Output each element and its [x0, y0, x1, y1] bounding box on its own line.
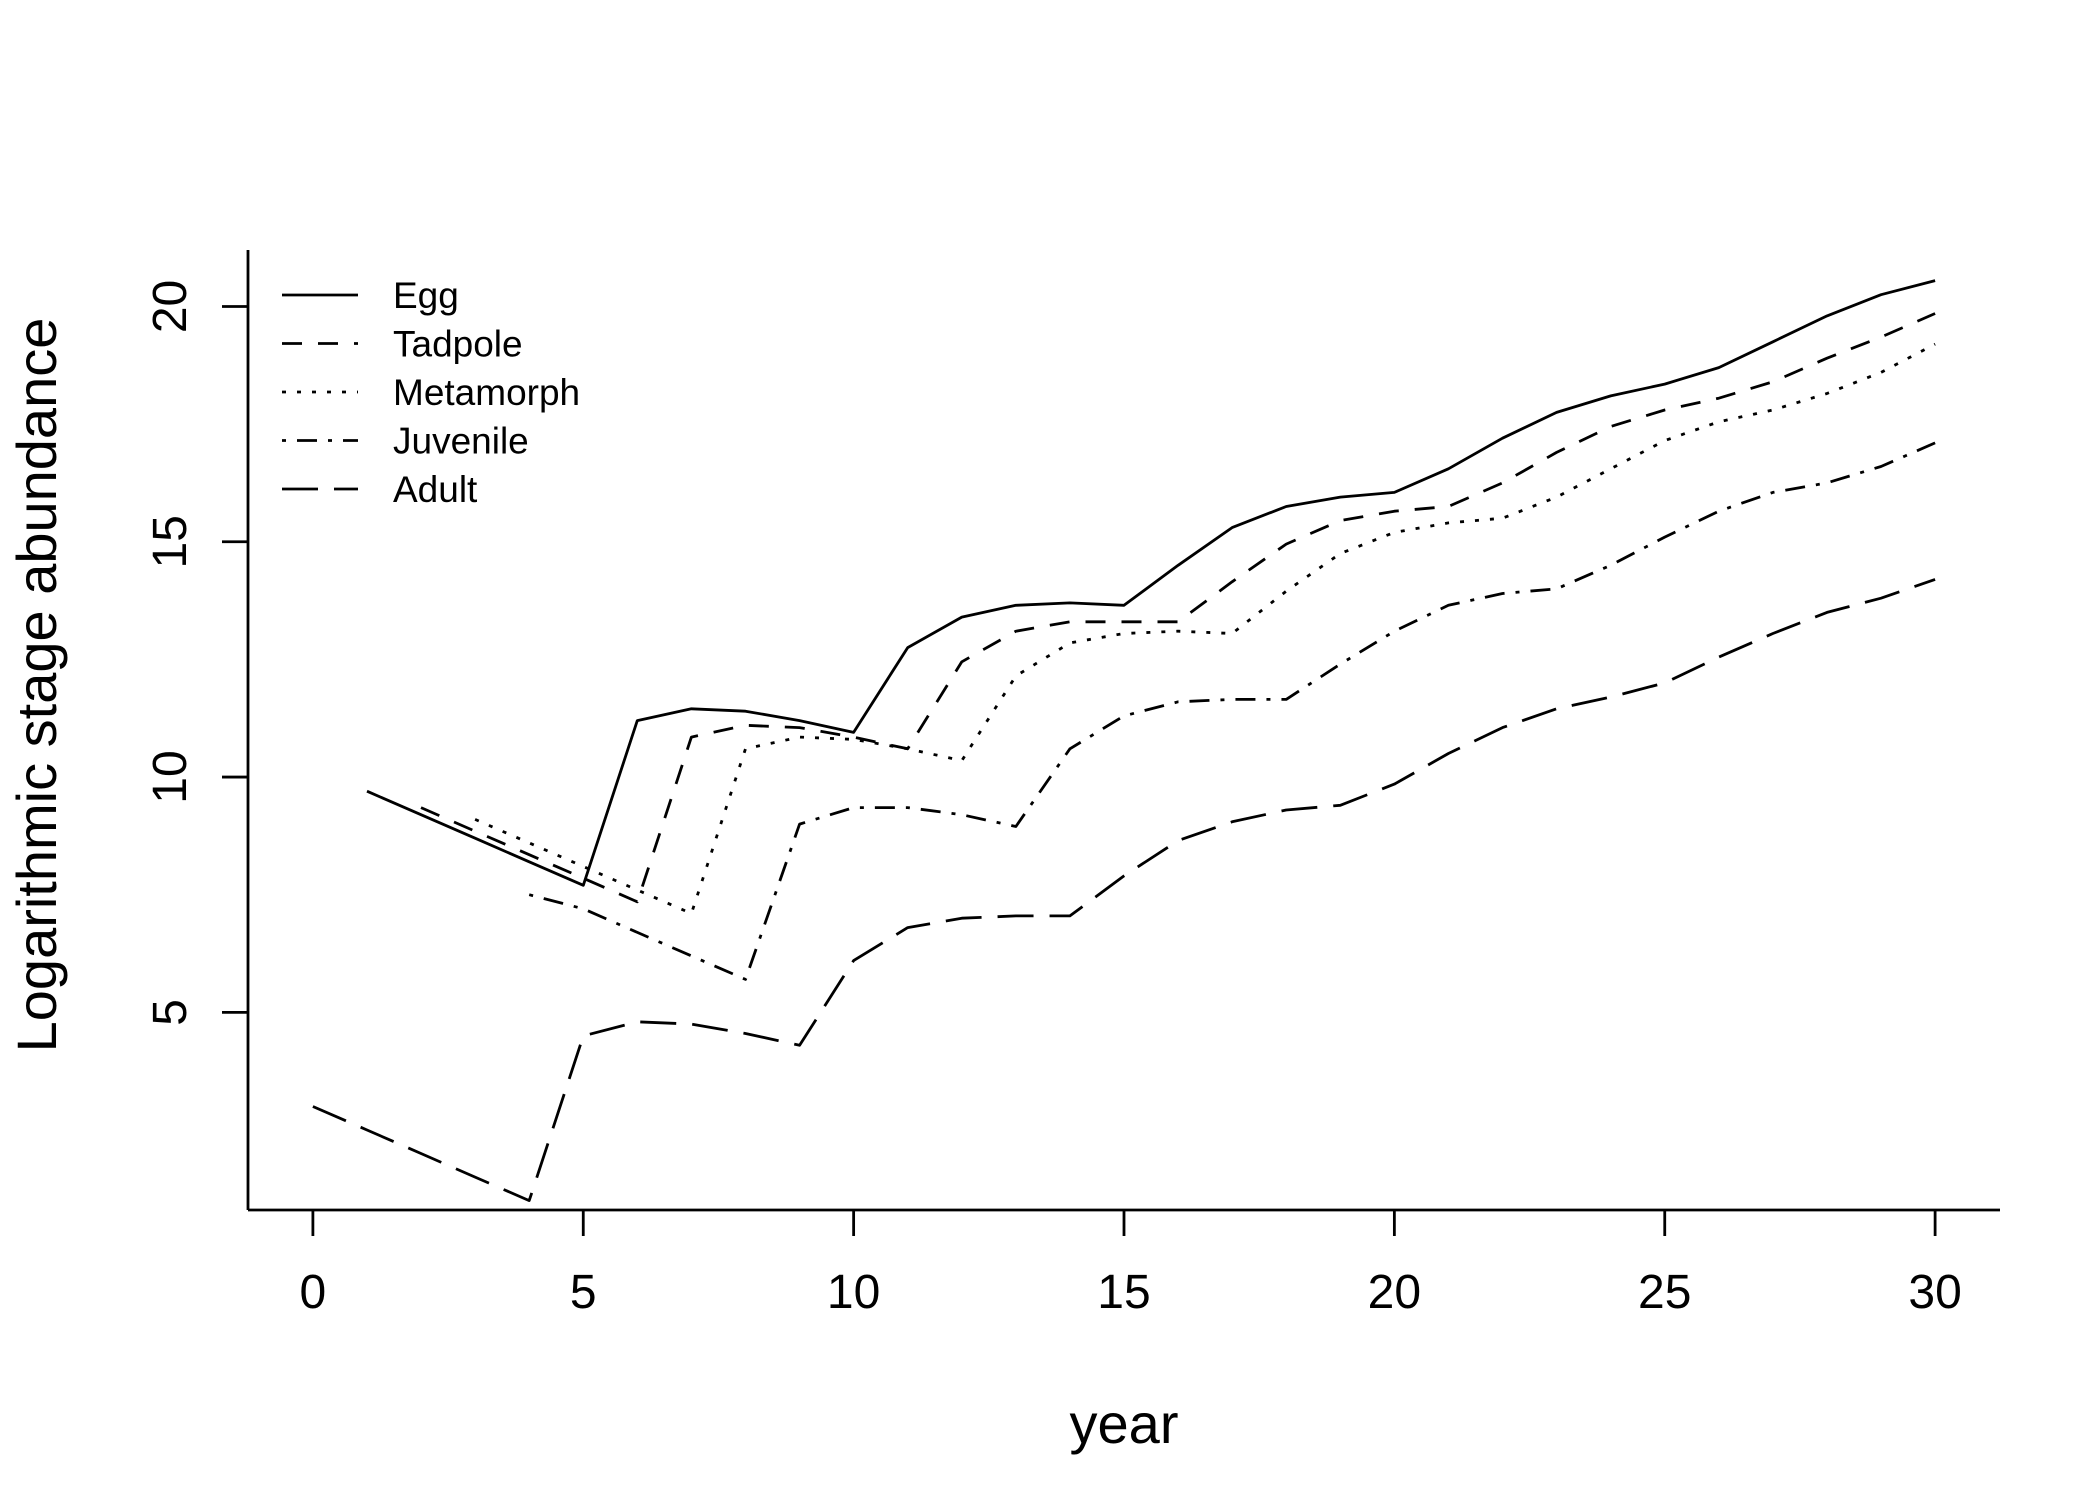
x-tick-label: 5 [570, 1266, 597, 1319]
x-tick-label: 10 [827, 1266, 880, 1319]
x-axis-title: year [1070, 1392, 1179, 1455]
series-lines [312, 279, 1936, 1202]
legend-label-adult: Adult [393, 469, 478, 510]
legend-label-egg: Egg [393, 275, 459, 316]
series-line-tadpole [420, 312, 1936, 904]
legend: Egg Tadpole Metamorph Juvenile Adult [282, 275, 580, 510]
x-tick-label: 15 [1097, 1266, 1150, 1319]
axes: 0 5 10 15 20 25 30 5 10 15 20 [144, 250, 2000, 1319]
legend-label-tadpole: Tadpole [393, 324, 523, 365]
y-axis-title: Logarithmic stage abundance [5, 318, 68, 1053]
series-line-egg [366, 279, 1936, 887]
x-tick-label: 20 [1368, 1266, 1421, 1319]
y-tick-label: 15 [144, 515, 197, 568]
legend-label-metamorph: Metamorph [393, 372, 580, 413]
y-tick-label: 5 [144, 999, 197, 1026]
y-tick-label: 10 [144, 750, 197, 803]
x-tick-label: 30 [1908, 1266, 1961, 1319]
x-tick-label: 25 [1638, 1266, 1691, 1319]
series-line-juvenile [528, 441, 1936, 981]
x-tick-label: 0 [300, 1266, 327, 1319]
legend-label-juvenile: Juvenile [393, 421, 529, 462]
series-line-adult [312, 578, 1936, 1202]
y-tick-label: 20 [144, 280, 197, 333]
